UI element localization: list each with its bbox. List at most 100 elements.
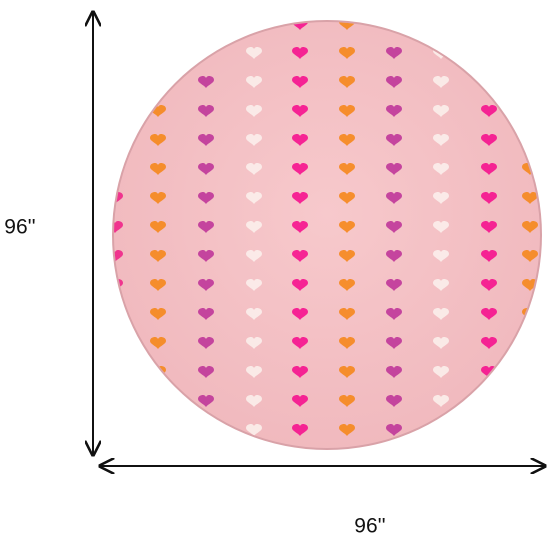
- heart: [292, 105, 308, 117]
- heart: [433, 279, 449, 291]
- heart: [114, 337, 123, 349]
- heart: [246, 279, 262, 291]
- heart: [150, 192, 166, 204]
- heart: [433, 192, 449, 204]
- heart: [246, 221, 262, 233]
- heart: [114, 163, 123, 175]
- heart: [386, 134, 402, 146]
- heart: [198, 337, 214, 349]
- heart: [150, 47, 166, 59]
- heart: [339, 250, 355, 262]
- heart: [433, 22, 449, 30]
- heart: [433, 221, 449, 233]
- heart: [246, 395, 262, 407]
- heart: [198, 134, 214, 146]
- heart: [292, 221, 308, 233]
- heart: [339, 221, 355, 233]
- heart: [386, 47, 402, 59]
- heart: [198, 250, 214, 262]
- heart: [339, 163, 355, 175]
- heart: [339, 192, 355, 204]
- heart: [481, 134, 497, 146]
- heart: [246, 424, 262, 436]
- height-label: 96'': [4, 216, 35, 239]
- heart: [481, 192, 497, 204]
- heart: [150, 22, 166, 30]
- heart: [386, 308, 402, 320]
- heart: [433, 424, 449, 436]
- heart: [114, 47, 123, 59]
- heart: [198, 105, 214, 117]
- heart: [481, 47, 497, 59]
- heart: [522, 105, 538, 117]
- heart: [386, 22, 402, 30]
- heart: [246, 192, 262, 204]
- heart: [114, 105, 123, 117]
- heart: [150, 134, 166, 146]
- heart: [481, 221, 497, 233]
- heart: [150, 163, 166, 175]
- heart: [522, 22, 538, 30]
- heart: [114, 395, 123, 407]
- heart: [339, 366, 355, 378]
- heart: [198, 221, 214, 233]
- heart: [481, 105, 497, 117]
- heart: [150, 424, 166, 436]
- heart: [386, 366, 402, 378]
- heart: [386, 250, 402, 262]
- width-label: 96'': [354, 515, 385, 538]
- heart: [292, 22, 308, 30]
- heart: [522, 279, 538, 291]
- heart: [246, 366, 262, 378]
- heart: [198, 308, 214, 320]
- heart: [292, 366, 308, 378]
- heart: [292, 308, 308, 320]
- heart: [481, 424, 497, 436]
- heart: [292, 395, 308, 407]
- heart: [522, 424, 538, 436]
- heart: [433, 134, 449, 146]
- heart: [292, 279, 308, 291]
- heart: [292, 76, 308, 88]
- heart: [481, 279, 497, 291]
- heart: [481, 22, 497, 30]
- heart: [150, 250, 166, 262]
- heart: [246, 47, 262, 59]
- heart: [386, 76, 402, 88]
- heart: [246, 22, 262, 30]
- heart: [292, 163, 308, 175]
- heart: [522, 76, 538, 88]
- heart: [339, 279, 355, 291]
- heart: [433, 163, 449, 175]
- heart: [114, 424, 123, 436]
- heart: [522, 250, 538, 262]
- heart: [386, 337, 402, 349]
- heart: [198, 192, 214, 204]
- heart: [198, 279, 214, 291]
- heart: [114, 76, 123, 88]
- heart: [481, 76, 497, 88]
- heart: [433, 105, 449, 117]
- heart: [114, 221, 123, 233]
- heart: [246, 308, 262, 320]
- heart: [150, 395, 166, 407]
- heart: [292, 192, 308, 204]
- heart: [292, 47, 308, 59]
- heart: [522, 134, 538, 146]
- heart: [339, 105, 355, 117]
- heart: [386, 192, 402, 204]
- heart: [386, 395, 402, 407]
- heart: [433, 366, 449, 378]
- heart: [386, 279, 402, 291]
- heart: [339, 22, 355, 30]
- heart: [522, 192, 538, 204]
- heart: [198, 22, 214, 30]
- heart: [481, 163, 497, 175]
- heart: [339, 395, 355, 407]
- heart: [246, 76, 262, 88]
- heart: [150, 279, 166, 291]
- heart: [339, 76, 355, 88]
- heart: [198, 424, 214, 436]
- heart: [246, 163, 262, 175]
